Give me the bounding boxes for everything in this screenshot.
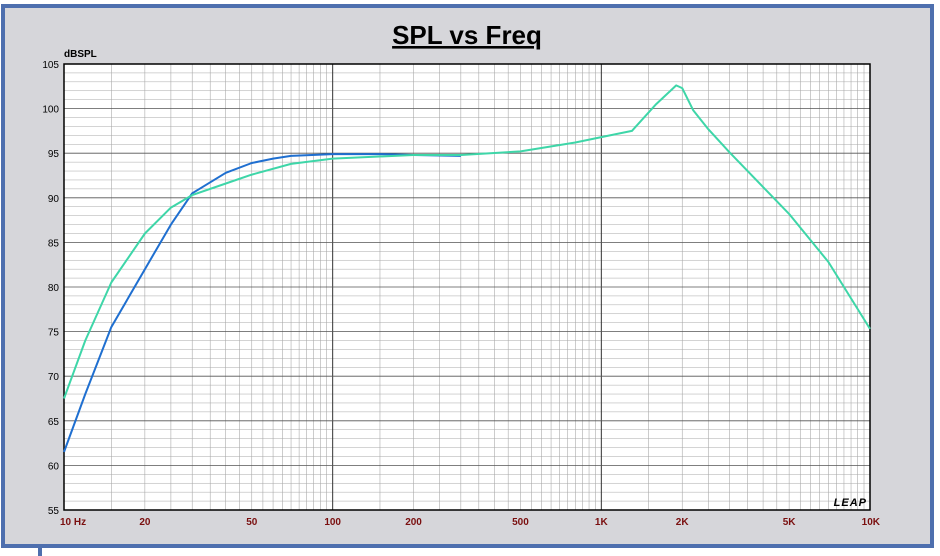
y-tick-label: 105 [42, 60, 59, 71]
series-line [63, 153, 461, 453]
y-tick-label: 80 [48, 283, 60, 294]
x-tick-label: 50 [246, 517, 258, 528]
plot-border [63, 63, 871, 511]
x-tick-label: 1K [595, 517, 609, 528]
chart-title: SPL vs Freq [392, 20, 542, 50]
x-tick-label: 10 Hz [60, 517, 86, 528]
panel-bottom-tab [38, 544, 42, 556]
y-tick-label: 55 [48, 506, 60, 517]
leap-watermark: LEAP [834, 497, 867, 509]
y-tick-label: 90 [48, 194, 60, 205]
x-tick-label: 10K [862, 517, 881, 528]
series-line [63, 84, 871, 399]
y-tick-label: 100 [42, 105, 59, 116]
x-tick-label: 200 [405, 517, 422, 528]
x-tick-label: 2K [676, 517, 690, 528]
x-tick-label: 5K [783, 517, 797, 528]
x-tick-label: 20 [139, 517, 151, 528]
y-tick-labels: 55 60 65 70 75 80 85 90 95 100 105 [42, 60, 59, 517]
y-tick-label: 85 [48, 238, 60, 249]
y-tick-label: 65 [48, 417, 60, 428]
series-layer [63, 84, 871, 453]
x-tick-label: 500 [512, 517, 529, 528]
y-tick-label: 70 [48, 372, 60, 383]
x-tick-labels: 10 Hz 20 50 100 200 500 1K 2K 5K 10K [60, 517, 881, 528]
y-tick-label: 95 [48, 149, 60, 160]
x-tick-label: 100 [324, 517, 341, 528]
y-tick-label: 60 [48, 461, 60, 472]
y-tick-label: 75 [48, 328, 60, 339]
y-axis-label: dBSPL [64, 49, 97, 60]
